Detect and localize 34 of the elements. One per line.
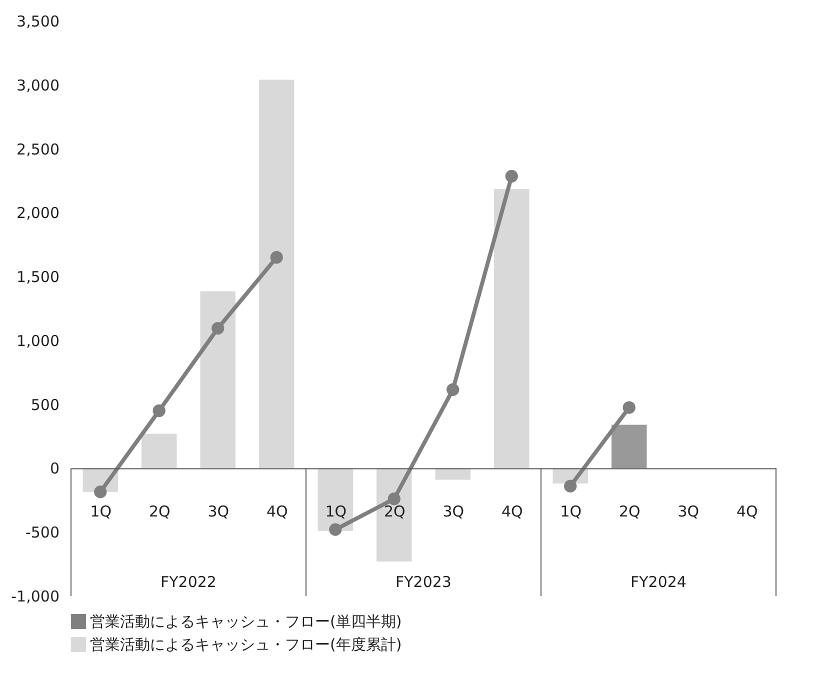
annotation: FY2024 <box>630 573 686 591</box>
y-tick-label: 3,500 <box>16 12 60 30</box>
x-tick-label: 2Q <box>148 502 170 521</box>
y-tick-label: 1,500 <box>16 268 60 286</box>
y-tick-label: -1,000 <box>11 588 60 606</box>
x-tick-label: 2Q <box>384 502 406 521</box>
annotation: FY2022 <box>160 573 216 591</box>
x-tick-label: 3Q <box>208 502 230 521</box>
y-tick-label: 2,000 <box>16 204 60 222</box>
x-tick-label: 4Q <box>266 502 288 521</box>
point <box>329 523 342 536</box>
x-tick-label: 1Q <box>325 502 347 521</box>
x-tick-label: 3Q <box>442 502 464 521</box>
point <box>446 383 460 396</box>
y-tick-label: 1,000 <box>16 332 60 350</box>
x-tick-label: 1Q <box>560 502 582 521</box>
y-tick-label: 0 <box>50 460 60 478</box>
point <box>505 170 518 183</box>
x-tick-label: 4Q <box>736 502 758 521</box>
y-tick-label: 500 <box>30 396 60 414</box>
y-tick-label: -500 <box>25 524 60 542</box>
x-tick-label: 3Q <box>678 502 700 521</box>
point <box>388 492 400 506</box>
annotation: FY2023 <box>396 573 452 591</box>
x-tick-label: 1Q <box>90 502 112 521</box>
legend-label: 営業活動によるキャッシュ・フロー(年度累計) <box>90 636 402 654</box>
x-tick-label: 4Q <box>501 502 523 521</box>
y-tick-label: 2,500 <box>16 140 60 158</box>
legend-label: 営業活動によるキャッシュ・フロー(単四半期) <box>90 612 402 630</box>
x-tick-label: 2Q <box>618 502 640 521</box>
bar <box>435 468 470 480</box>
bar <box>494 189 530 468</box>
y-tick-label: 3,000 <box>16 76 60 94</box>
bar <box>376 468 412 562</box>
